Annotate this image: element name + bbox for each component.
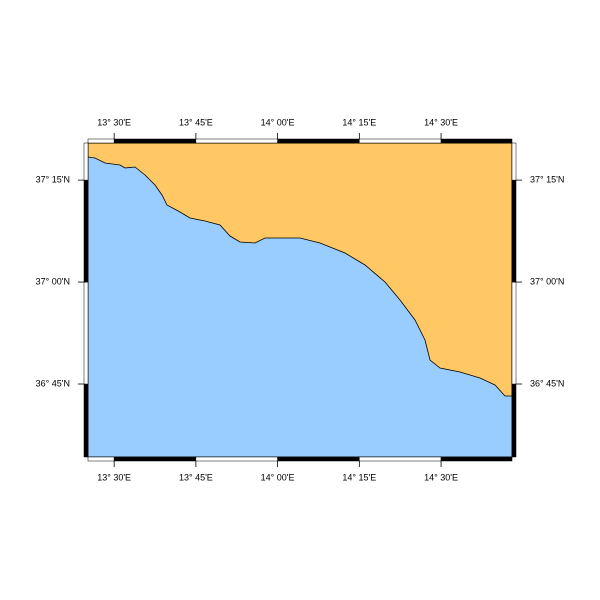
frame-segment — [113, 456, 197, 462]
land — [87, 142, 513, 397]
frame-segment — [83, 142, 89, 181]
frame-segment — [359, 456, 442, 462]
x-tick-label: 13° 45'E — [179, 472, 213, 482]
frame-segment — [87, 138, 115, 144]
frame-segment — [511, 179, 517, 283]
frame-segment — [511, 281, 517, 385]
frame-segment — [359, 138, 442, 144]
x-tick-label: 14° 30'E — [424, 117, 458, 127]
frame-segment — [83, 281, 89, 385]
x-tick-label: 13° 30'E — [97, 117, 131, 127]
frame-segment — [195, 138, 278, 144]
frame-segment — [83, 383, 89, 458]
frame-segment — [87, 456, 115, 462]
y-tick-label: 37° 00'N — [36, 276, 70, 286]
frame-segment — [277, 456, 360, 462]
x-tick-label: 14° 15'E — [342, 472, 376, 482]
frame-segment — [83, 179, 89, 283]
frame-segment — [511, 383, 517, 458]
x-tick-label: 13° 30'E — [97, 472, 131, 482]
x-tick-label: 14° 30'E — [424, 472, 458, 482]
y-tick-label: 37° 00'N — [530, 276, 564, 286]
x-tick-label: 14° 00'E — [261, 472, 295, 482]
x-tick-label: 13° 45'E — [179, 117, 213, 127]
frame-segment — [440, 456, 513, 462]
frame-segment — [113, 138, 197, 144]
ticks: 13° 30'E 13° 30'E 13° 45'E 13° 45'E 14° 00'E… — [36, 117, 565, 482]
frame-segment — [511, 142, 517, 181]
x-tick-label: 14° 15'E — [342, 117, 376, 127]
y-tick-label: 36° 45'N — [530, 378, 564, 388]
y-tick-label: 37° 15'N — [530, 174, 564, 184]
frame-segment — [195, 456, 278, 462]
frame-segment — [277, 138, 360, 144]
y-tick-label: 36° 45'N — [36, 378, 70, 388]
x-tick-label: 14° 00'E — [261, 117, 295, 127]
y-tick-label: 37° 15'N — [36, 174, 70, 184]
frame-segment — [440, 138, 513, 144]
